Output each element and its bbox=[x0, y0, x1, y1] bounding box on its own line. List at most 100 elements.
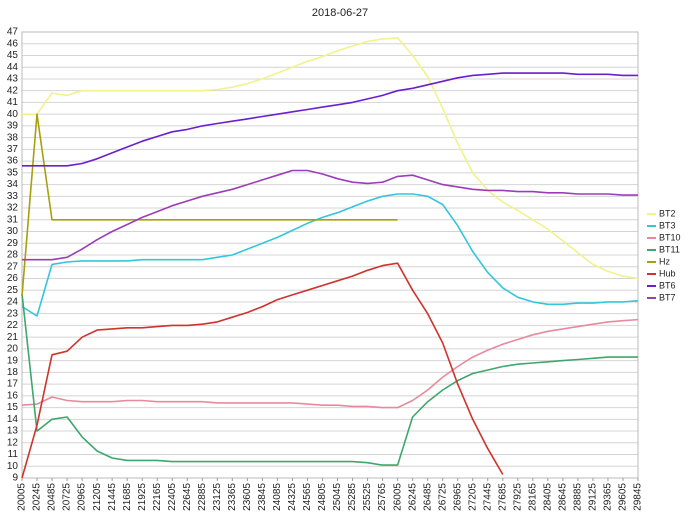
x-tick-label: 28405 bbox=[542, 483, 553, 511]
y-tick-label: 11 bbox=[8, 449, 19, 460]
x-tick-label: 25525 bbox=[362, 483, 373, 511]
x-tick-label: 23125 bbox=[212, 483, 223, 511]
legend-label: BT10 bbox=[659, 232, 681, 242]
x-tick-label: 26005 bbox=[392, 483, 403, 511]
series-line bbox=[21, 318, 639, 409]
y-tick-label: 34 bbox=[7, 179, 19, 190]
y-tick-label: 26 bbox=[7, 273, 19, 284]
y-tick-label: 21 bbox=[7, 332, 19, 343]
x-tick-label: 26245 bbox=[407, 483, 418, 511]
y-tick-label: 29 bbox=[7, 238, 19, 249]
x-tick-label: 21685 bbox=[122, 483, 133, 511]
legend-label: Hub bbox=[659, 268, 676, 278]
y-tick-label: 17 bbox=[7, 379, 19, 390]
y-tick-label: 31 bbox=[7, 214, 19, 225]
y-tick-label: 33 bbox=[7, 191, 19, 202]
y-tick-label: 10 bbox=[7, 461, 19, 472]
x-tick-label: 24805 bbox=[317, 483, 328, 511]
x-tick-label: 24325 bbox=[287, 483, 298, 511]
x-tick-label: 26725 bbox=[437, 483, 448, 511]
series-line bbox=[21, 262, 504, 479]
legend-label: BT2 bbox=[659, 208, 676, 218]
x-tick-label: 28885 bbox=[573, 483, 584, 511]
x-tick-label: 27205 bbox=[467, 483, 478, 511]
series-line bbox=[22, 169, 638, 261]
x-tick-label: 27445 bbox=[482, 483, 493, 511]
y-tick-label: 16 bbox=[7, 390, 19, 401]
series-line bbox=[22, 72, 638, 167]
y-tick-label: 39 bbox=[7, 121, 19, 132]
y-tick-label: 42 bbox=[7, 85, 19, 96]
x-tick-label: 29365 bbox=[603, 483, 614, 511]
y-tick-label: 47 bbox=[7, 27, 19, 38]
x-tick-label: 24565 bbox=[302, 483, 313, 511]
x-tick-label: 23365 bbox=[227, 483, 238, 511]
y-tick-label: 36 bbox=[7, 156, 19, 167]
y-tick-label: 43 bbox=[7, 74, 19, 85]
chart-title: 2018-06-27 bbox=[312, 7, 368, 19]
x-tick-label: 23845 bbox=[257, 483, 268, 511]
y-tick-label: 27 bbox=[7, 261, 19, 272]
x-tick-label: 20725 bbox=[62, 483, 73, 511]
x-tick-label: 22645 bbox=[182, 483, 193, 511]
y-tick-label: 40 bbox=[7, 109, 19, 120]
x-tick-label: 20485 bbox=[47, 483, 58, 511]
x-tick-label: 27925 bbox=[512, 483, 523, 511]
x-tick-label: 25765 bbox=[377, 483, 388, 511]
x-tick-label: 28165 bbox=[527, 483, 538, 511]
y-tick-label: 19 bbox=[7, 355, 19, 366]
x-tick-label: 22165 bbox=[152, 483, 163, 511]
x-tick-label: 20005 bbox=[17, 483, 28, 511]
x-tick-label: 25045 bbox=[332, 483, 343, 511]
y-tick-label: 46 bbox=[7, 38, 19, 49]
x-tick-label: 22405 bbox=[167, 483, 178, 511]
legend-label: BT7 bbox=[659, 292, 676, 302]
x-tick-label: 25285 bbox=[347, 483, 358, 511]
y-tick-label: 13 bbox=[7, 426, 19, 437]
series-line bbox=[22, 37, 639, 280]
x-tick-label: 27685 bbox=[497, 483, 508, 511]
y-tick-label: 38 bbox=[7, 132, 19, 143]
x-tick-label: 20965 bbox=[77, 483, 88, 511]
legend-label: Hz bbox=[659, 256, 670, 266]
y-tick-label: 9 bbox=[12, 473, 18, 484]
y-tick-label: 25 bbox=[7, 285, 19, 296]
y-tick-label: 41 bbox=[7, 97, 19, 108]
x-tick-label: 26965 bbox=[452, 483, 463, 511]
x-tick-label: 29845 bbox=[633, 483, 644, 511]
x-tick-label: 29125 bbox=[588, 483, 599, 511]
y-tick-label: 30 bbox=[7, 226, 19, 237]
x-tick-label: 29605 bbox=[618, 483, 629, 511]
legend-label: BT3 bbox=[659, 220, 676, 230]
y-tick-label: 35 bbox=[7, 167, 19, 178]
y-tick-label: 20 bbox=[7, 344, 19, 355]
plot-border bbox=[21, 31, 639, 479]
y-tick-label: 22 bbox=[7, 320, 19, 331]
y-tick-label: 12 bbox=[7, 437, 19, 448]
x-tick-label: 26485 bbox=[422, 483, 433, 511]
series-line bbox=[21, 113, 398, 297]
x-tick-label: 23605 bbox=[242, 483, 253, 511]
y-tick-label: 37 bbox=[7, 144, 19, 155]
x-tick-label: 22885 bbox=[197, 483, 208, 511]
legend-label: BT11 bbox=[659, 244, 680, 254]
y-tick-label: 28 bbox=[7, 250, 19, 261]
series-line bbox=[21, 293, 638, 466]
y-tick-label: 14 bbox=[7, 414, 19, 425]
y-tick-label: 45 bbox=[7, 50, 19, 61]
series-line bbox=[21, 193, 639, 317]
y-tick-label: 44 bbox=[7, 62, 19, 73]
y-tick-label: 23 bbox=[7, 308, 19, 319]
y-tick-label: 24 bbox=[7, 297, 19, 308]
y-tick-label: 15 bbox=[7, 402, 19, 413]
legend-label: BT6 bbox=[659, 280, 676, 290]
x-tick-label: 24085 bbox=[272, 483, 283, 511]
x-tick-label: 21445 bbox=[107, 483, 118, 511]
y-tick-label: 18 bbox=[7, 367, 19, 378]
y-tick-label: 32 bbox=[7, 203, 19, 214]
x-tick-label: 20245 bbox=[32, 483, 43, 511]
x-tick-label: 28645 bbox=[558, 483, 569, 511]
x-tick-label: 21205 bbox=[92, 483, 103, 511]
x-tick-label: 21925 bbox=[137, 483, 148, 511]
